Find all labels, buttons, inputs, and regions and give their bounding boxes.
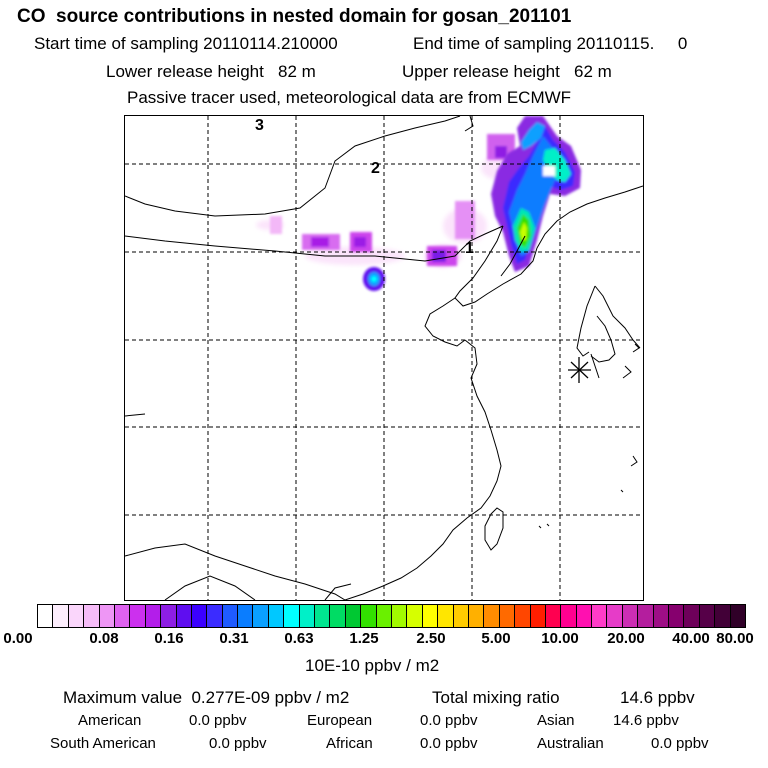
plume-blob bbox=[363, 267, 385, 291]
plume-main bbox=[491, 116, 581, 272]
colorbar-tick-label: 1.25 bbox=[349, 630, 379, 647]
region-name-african: African bbox=[326, 735, 373, 752]
colorbar-cell bbox=[499, 605, 516, 627]
colorbar-cell bbox=[99, 605, 115, 627]
colorbar-cell bbox=[345, 605, 362, 627]
total-mixing-ratio-label: Total mixing ratio bbox=[432, 688, 560, 707]
map-panel: 3 2 1 bbox=[124, 115, 644, 601]
colorbar-tick-label: 2.50 bbox=[416, 630, 446, 647]
trajectory-label-2: 2 bbox=[371, 160, 380, 177]
colorbar-cell bbox=[530, 605, 546, 627]
region-name-european: European bbox=[307, 712, 373, 729]
colorbar-cell bbox=[391, 605, 408, 627]
colorbar bbox=[37, 604, 746, 628]
colorbar-cell bbox=[422, 605, 439, 627]
region-name-american: American bbox=[78, 712, 142, 729]
colorbar-tick-label: 0.08 bbox=[89, 630, 119, 647]
colorbar-cell bbox=[468, 605, 485, 627]
colorbar-cell bbox=[253, 605, 269, 627]
colorbar-cell bbox=[68, 605, 85, 627]
region-value-american: 0.0 ppbv bbox=[189, 712, 247, 729]
colorbar-cell bbox=[453, 605, 469, 627]
colorbar-tick-label: 20.00 bbox=[607, 630, 645, 647]
trajectory-label-1: 1 bbox=[465, 240, 474, 257]
colorbar-cell bbox=[730, 605, 745, 627]
region-value-south-american: 0.0 ppbv bbox=[209, 735, 267, 752]
colorbar-cell bbox=[715, 605, 731, 627]
upper-release-height: Upper release height 62 m bbox=[402, 62, 612, 81]
colorbar-cell bbox=[376, 605, 392, 627]
start-time-label: Start time of sampling 20110114.210000 bbox=[34, 34, 338, 53]
colorbar-cell bbox=[284, 605, 300, 627]
end-time-label: End time of sampling 20110115. 0 bbox=[413, 34, 688, 53]
colorbar-cell bbox=[53, 605, 69, 627]
colorbar-tick-label: 40.00 bbox=[672, 630, 710, 647]
colorbar-cell bbox=[607, 605, 623, 627]
colorbar-cell bbox=[114, 605, 131, 627]
region-value-european: 0.0 ppbv bbox=[420, 712, 478, 729]
colorbar-cell bbox=[684, 605, 700, 627]
colorbar-cell bbox=[638, 605, 654, 627]
colorbar-cell bbox=[299, 605, 316, 627]
region-value-australian: 0.0 ppbv bbox=[651, 735, 709, 752]
colorbar-cell bbox=[84, 605, 100, 627]
colorbar-cell bbox=[145, 605, 162, 627]
colorbar-cell bbox=[330, 605, 346, 627]
region-value-asian: 14.6 ppbv bbox=[613, 712, 679, 729]
tracer-info: Passive tracer used, meteorological data… bbox=[127, 88, 572, 107]
colorbar-cell bbox=[699, 605, 716, 627]
colorbar-tick-label: 80.00 bbox=[716, 630, 754, 647]
region-name-asian: Asian bbox=[537, 712, 575, 729]
colorbar-cell bbox=[407, 605, 423, 627]
colorbar-tick-label: 5.00 bbox=[481, 630, 511, 647]
colorbar-cell bbox=[315, 605, 331, 627]
colorbar-cell bbox=[38, 605, 54, 627]
coastlines bbox=[125, 116, 643, 600]
map-canvas: 3 2 1 bbox=[125, 116, 643, 600]
max-value-label: Maximum value 0.277E-09 ppbv / m2 bbox=[63, 688, 350, 707]
colorbar-cell bbox=[191, 605, 208, 627]
region-name-south-american: South American bbox=[50, 735, 156, 752]
colorbar-cell bbox=[268, 605, 285, 627]
lower-release-height: Lower release height 82 m bbox=[106, 62, 316, 81]
colorbar-cell bbox=[561, 605, 577, 627]
region-name-australian: Australian bbox=[537, 735, 604, 752]
colorbar-cell bbox=[576, 605, 593, 627]
colorbar-tick-label: 0.00 bbox=[3, 630, 33, 647]
colorbar-tick-label: 10.00 bbox=[541, 630, 579, 647]
colorbar-cell bbox=[515, 605, 531, 627]
colorbar-cell bbox=[592, 605, 608, 627]
region-value-african: 0.0 ppbv bbox=[420, 735, 478, 752]
colorbar-cell bbox=[622, 605, 639, 627]
colorbar-cell bbox=[176, 605, 192, 627]
total-mixing-ratio-value: 14.6 ppbv bbox=[620, 688, 695, 707]
colorbar-cell bbox=[361, 605, 377, 627]
colorbar-tick-label: 0.63 bbox=[284, 630, 314, 647]
colorbar-cell bbox=[545, 605, 562, 627]
receptor-asterisk-marker bbox=[568, 357, 591, 383]
colorbar-cell bbox=[130, 605, 146, 627]
colorbar-tick-label: 0.31 bbox=[219, 630, 249, 647]
colorbar-cell bbox=[238, 605, 254, 627]
plot-title: CO source contributions in nested domain… bbox=[17, 6, 572, 27]
colorbar-cell bbox=[484, 605, 500, 627]
colorbar-cell bbox=[161, 605, 177, 627]
colorbar-tick-label: 0.16 bbox=[154, 630, 184, 647]
colorbar-unit: 10E-10 ppbv / m2 bbox=[305, 656, 440, 675]
colorbar-cell bbox=[222, 605, 239, 627]
colorbar-cell bbox=[669, 605, 685, 627]
plume-mid bbox=[270, 134, 515, 266]
colorbar-cell bbox=[653, 605, 670, 627]
lat-lon-grid bbox=[125, 116, 643, 600]
colorbar-cell bbox=[438, 605, 454, 627]
trajectory-label-3: 3 bbox=[255, 117, 264, 134]
colorbar-cell bbox=[207, 605, 223, 627]
